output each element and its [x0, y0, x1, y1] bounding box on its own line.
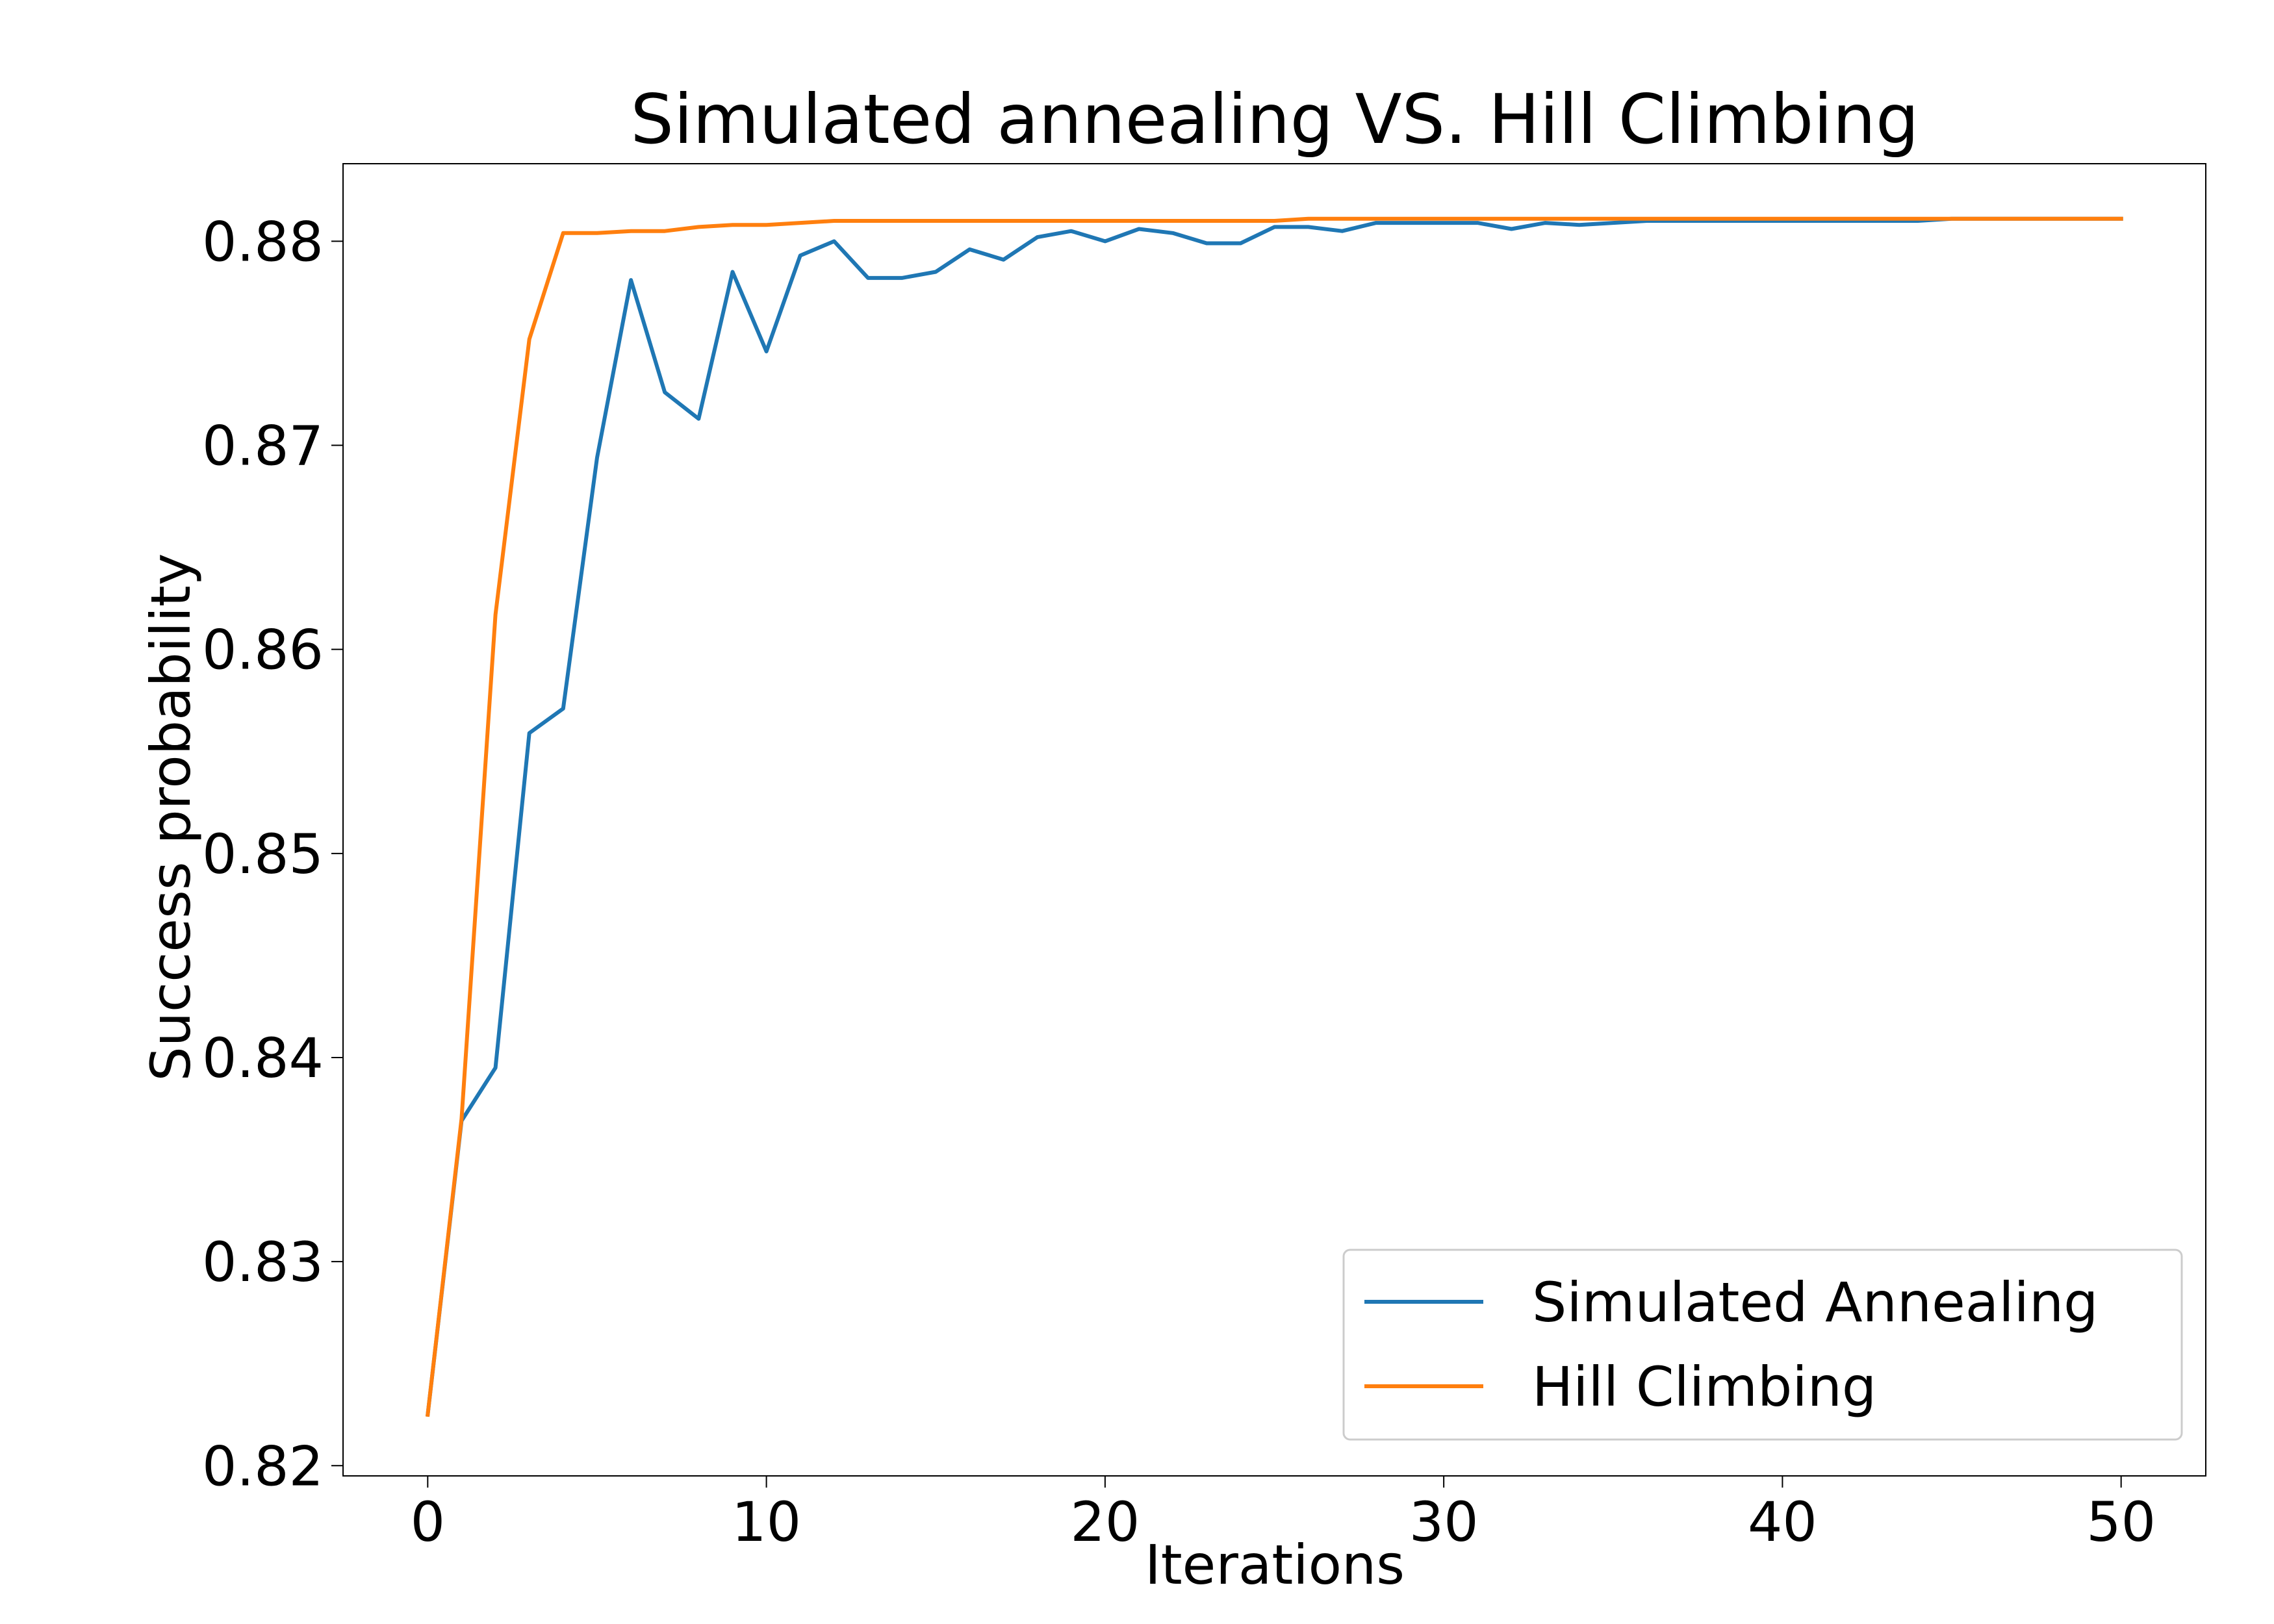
y-tick-label: 0.86 [202, 618, 324, 682]
axes-frame [342, 163, 2206, 1477]
x-tick-label: 10 [732, 1490, 801, 1554]
x-tick-label: 50 [2086, 1490, 2156, 1554]
series-line-hill-climbing [425, 216, 2123, 1417]
y-tick-label: 0.82 [202, 1434, 324, 1498]
y-tick-label: 0.85 [202, 822, 324, 886]
legend: Simulated Annealing Hill Climbing [1342, 1249, 2183, 1441]
x-axis: 0 10 20 30 40 50 [411, 1476, 2156, 1554]
legend-label-hill-climbing: Hill Climbing [1532, 1355, 1876, 1419]
x-tick-label: 0 [411, 1490, 445, 1554]
y-tick-label: 0.87 [202, 414, 324, 478]
plot-area [342, 163, 2206, 1477]
y-axis: 0.82 0.83 0.84 0.85 0.86 0.87 0.88 [202, 210, 343, 1498]
y-tick-label: 0.88 [202, 210, 324, 273]
x-tick-label: 40 [1748, 1490, 1817, 1554]
x-axis-label: Iterations [1145, 1533, 1405, 1597]
x-tick-label: 20 [1070, 1490, 1140, 1554]
series-line-simulated-annealing [425, 216, 2123, 1417]
x-tick-label: 30 [1409, 1490, 1479, 1554]
legend-box [1342, 1249, 2183, 1441]
y-tick-label: 0.84 [202, 1026, 324, 1090]
chart-title: Simulated annealing VS. Hill Climbing [630, 80, 1919, 159]
series-layer [425, 216, 2123, 1417]
legend-label-simulated-annealing: Simulated Annealing [1532, 1271, 2099, 1334]
y-axis-label: Success probability [139, 553, 203, 1081]
y-tick-label: 0.83 [202, 1230, 324, 1294]
